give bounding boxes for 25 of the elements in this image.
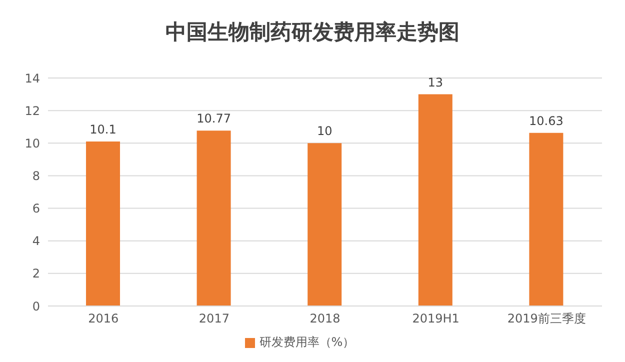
y-tick-label: 12 xyxy=(24,104,40,118)
x-tick-label: 2019H1 xyxy=(412,312,460,326)
y-tick-label: 0 xyxy=(32,299,40,314)
data-label: 13 xyxy=(428,75,444,90)
bar xyxy=(86,142,120,306)
bar xyxy=(196,130,231,306)
chart-title: 中国生物制药研发费用率走势图 xyxy=(164,19,460,46)
y-tick-label: 2 xyxy=(32,266,40,281)
data-label: 10.63 xyxy=(529,114,564,128)
x-tick-label: 2016 xyxy=(88,312,119,326)
x-tick-label: 2018 xyxy=(310,312,340,326)
data-label: 10.77 xyxy=(196,112,231,126)
data-label: 10 xyxy=(316,124,332,138)
y-tick-label: 8 xyxy=(32,168,40,183)
y-tick-label: 4 xyxy=(32,234,40,248)
y-tick-label: 10 xyxy=(24,136,40,150)
bar xyxy=(529,132,564,306)
y-tick-label: 14 xyxy=(24,71,40,86)
legend-label: 研发费用率（%） xyxy=(259,335,355,349)
x-tick-label: 2019前三季度 xyxy=(507,312,586,326)
bar xyxy=(308,143,342,306)
bar xyxy=(418,94,452,306)
y-tick-label: 6 xyxy=(32,202,40,216)
data-label: 10.1 xyxy=(90,122,116,137)
x-tick-label: 2017 xyxy=(198,312,230,326)
